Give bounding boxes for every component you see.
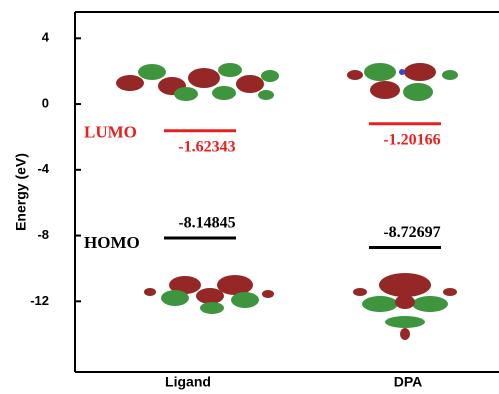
y-tick-label: 0 (42, 95, 49, 110)
axis-frame (75, 12, 499, 372)
orbital-ligand-homo (144, 275, 274, 314)
x-tick-label: Ligand (165, 374, 211, 390)
value-label: -8.14845 (178, 215, 235, 232)
page: {"chart_data": {"type": "level", "y_labe… (0, 0, 499, 394)
y-tick-label: -4 (37, 161, 49, 176)
series-label: HOMO (84, 233, 140, 252)
series-label: LUMO (84, 123, 137, 142)
orbital-ligand-lumo (116, 63, 279, 101)
value-label: -1.20166 (383, 131, 440, 148)
y-tick-label: -8 (37, 227, 49, 242)
orbital-dpa-homo (353, 273, 457, 340)
y-tick-label: 4 (42, 30, 50, 45)
y-tick-label: -12 (30, 293, 49, 308)
orbital-dpa-lumo (347, 63, 458, 101)
value-label: -8.72697 (383, 224, 440, 241)
x-tick-label: DPA (394, 374, 423, 390)
chart: Energy (eV) 4 0 -4 -8 -12 Ligand DPA -1.62343 LU… (0, 0, 499, 394)
value-label: -1.62343 (178, 138, 235, 155)
y-axis-label: Energy (eV) (13, 153, 29, 231)
